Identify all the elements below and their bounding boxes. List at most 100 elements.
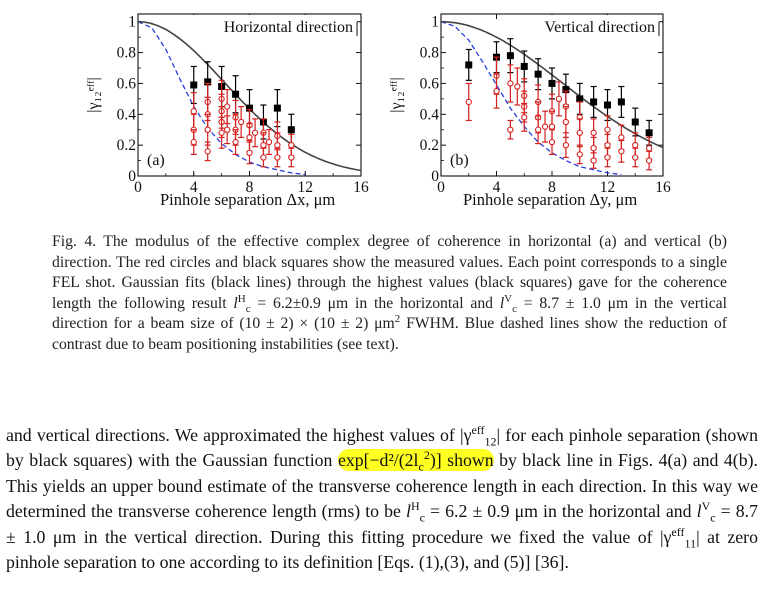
y-tick-label: 0.8 [117,45,137,62]
y-axis-label: |γ₁₂ᵉᶠᶠ| [388,77,405,112]
caption-text: = 8.7 ± 1.0 μm in the vertical direction… [52,294,727,333]
body-paragraph: and vertical directions. We approximated… [6,423,758,575]
caption-sub: c [245,302,251,315]
red-circle-point [514,83,521,90]
y-tick-label: 1 [128,14,136,31]
red-circle-point [548,138,556,146]
y-tick-label: 0.2 [117,137,136,154]
red-circle-point [555,95,563,103]
highlighted-formula: exp[−d²/(2lc2)] shown [337,449,494,474]
red-circle-point [507,80,514,87]
blue-dashed-curve [137,21,306,176]
y-tick-label: 0 [128,168,136,185]
body-text: = 8.7 ± 1.0 μm in the vertical direction… [6,501,758,547]
x-tick-label: 0 [437,179,445,195]
caption-sup: V [504,292,513,305]
panel-title: Horizontal direction [224,19,353,36]
black-square-point [576,95,584,103]
red-circle-point [493,87,500,95]
body-sup: V [701,499,711,514]
x-tick-label: 0 [134,179,142,195]
body-sub: 11 [684,536,697,551]
black-square-point [204,78,212,86]
body-symbol-lc: l [696,501,702,522]
body-symbol-lc: l [406,501,411,522]
caption-sub: c [512,302,518,315]
red-circle-point [224,103,231,110]
blue-dashed-curve [440,21,622,176]
y-tick-label: 0.2 [420,137,439,154]
chart-panel-b: 0 4 8 12 16 0 0.2 0.4 0.6 0.8 1 |γ₁₂ᵉᶠᶠ| Vertical di… [388,13,671,195]
caption-text: Fig. 4. The modulus of the effective com… [52,233,727,312]
red-circle-point [632,141,639,149]
black-square-point [548,79,556,87]
red-circle-point [507,126,514,133]
red-circle-point [232,138,239,146]
body-sub: c [419,510,425,525]
panel-tag: (b) [450,152,469,169]
caption-symbol-lc: l [499,294,505,312]
body-text: | for each pinhole separation (shown by … [6,425,758,471]
x-tick-label: 8 [548,179,556,195]
red-circle-point [224,126,231,133]
body-text: and vertical directions. We approximated… [6,425,472,445]
y-tick-label: 0.6 [117,75,137,92]
red-circle-point [274,154,281,161]
red-circle-point [548,123,556,130]
black-square-point [506,52,514,60]
red-circle-point [237,118,245,126]
red-circle-point [246,134,253,141]
red-circle-point [218,129,225,136]
red-circle-point [204,126,211,133]
caption-sup: 2 [394,313,401,326]
red-circle-point [246,149,253,157]
x-tick-label: 16 [353,179,369,195]
red-circle-point [590,157,597,164]
red-circle-point [274,141,281,149]
formula-sub: c [418,459,424,474]
red-circle-point [534,126,542,133]
body-text: | at zero pinhole separation to one acco… [6,526,758,573]
red-circle-point [590,145,597,152]
black-square-point [604,101,611,109]
panel-title-box [193,15,357,37]
red-circle-point [590,129,597,136]
panel-tag-box [447,148,473,170]
caption-text: FWHM. Blue dashed lines show the reducti… [52,315,727,353]
y-tick-label: 0 [431,168,439,185]
black-square-point [645,129,653,137]
red-circle-point [618,134,625,141]
red-circle-point [265,138,273,146]
red-circle-point [190,108,197,115]
black-square-point [631,118,639,126]
caption-symbol-lc: l [233,294,238,312]
caption-text: in the horizontal and [348,294,500,312]
red-circle-point [604,141,611,149]
red-circle-point [562,118,570,126]
x-tick-label: 12 [600,179,616,195]
red-circle-point [541,123,549,130]
red-circle-point [521,114,528,121]
x-tick-label: 8 [246,179,254,195]
red-circle-point [576,129,583,136]
panel-tag: (a) [147,152,165,169]
red-circle-point [190,138,197,146]
black-square-point [562,86,570,94]
black-square-point [287,126,295,134]
black-square-point [520,62,528,70]
black-square-point [190,81,198,89]
black-square-point [534,70,542,78]
chart-panel-a: 0 4 8 12 16 0 0.2 0.4 0.6 0.8 1 |γ₁₂ᵉᶠᶠ| Horizontal … [85,13,369,195]
red-circle-point [251,129,259,136]
red-circle-point [604,126,611,133]
body-sup: eff [671,524,685,539]
red-circle-point [604,154,611,161]
panel-title-box [510,15,659,37]
red-circle-point [288,141,295,149]
red-circle-point [632,154,639,161]
body-sup: H [410,499,420,514]
panel-tag-box [144,148,170,170]
black-square-point [232,90,240,98]
red-circle-point [576,151,583,158]
black-square-point [465,61,473,69]
